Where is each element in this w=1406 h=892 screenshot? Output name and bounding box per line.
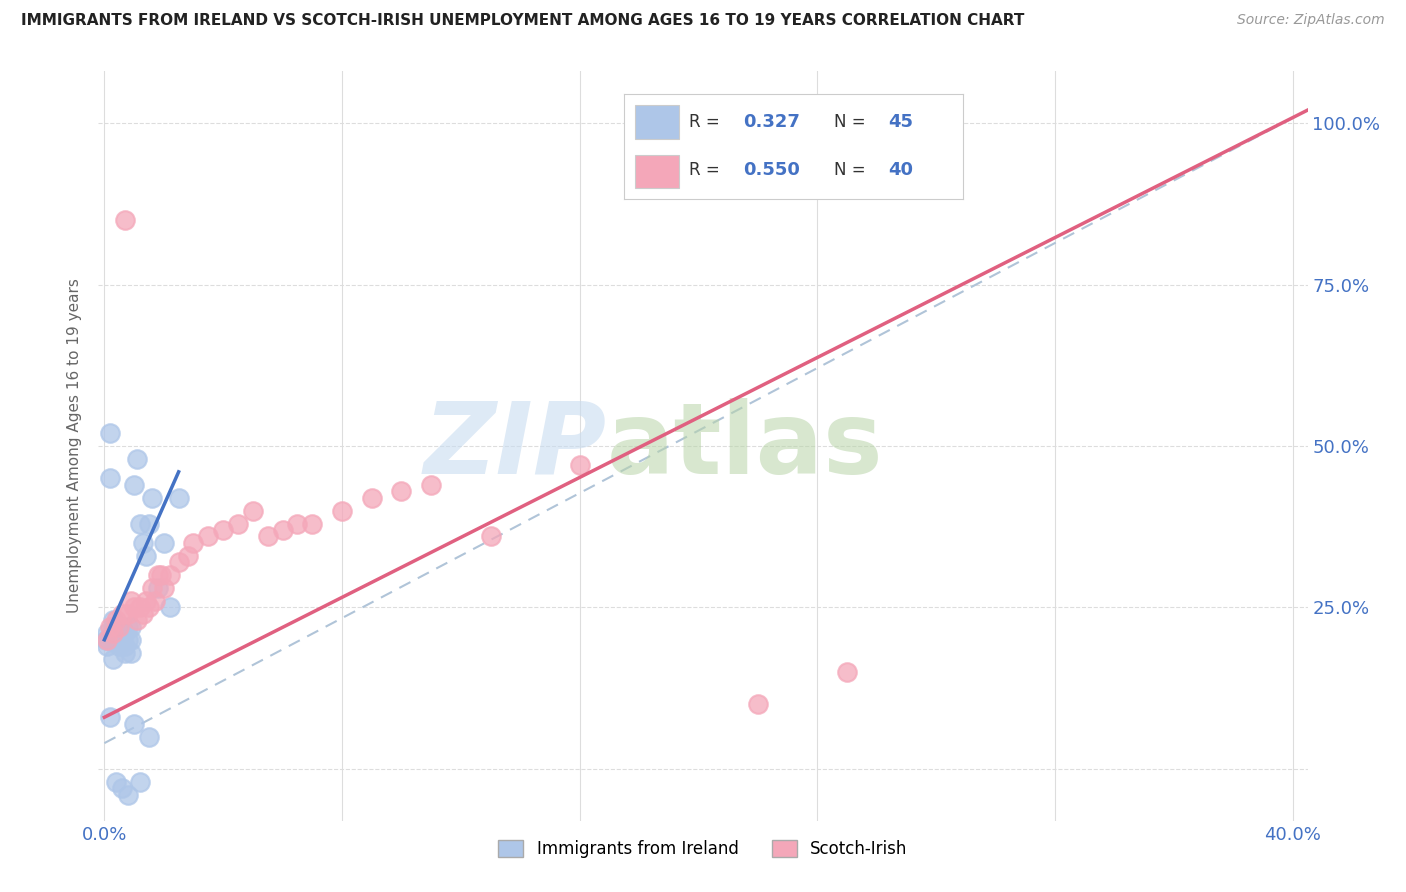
Point bbox=[108, 620, 131, 634]
Point bbox=[301, 516, 323, 531]
Point bbox=[183, 536, 205, 550]
Text: Source: ZipAtlas.com: Source: ZipAtlas.com bbox=[1237, 13, 1385, 28]
Point bbox=[98, 471, 121, 485]
Point bbox=[114, 639, 136, 653]
Point bbox=[114, 213, 136, 227]
Point bbox=[108, 626, 131, 640]
Point bbox=[129, 600, 152, 615]
Point bbox=[96, 626, 118, 640]
Point bbox=[132, 607, 155, 621]
Point bbox=[122, 477, 145, 491]
Point bbox=[117, 632, 139, 647]
Point bbox=[287, 516, 309, 531]
Point bbox=[105, 620, 128, 634]
Point bbox=[152, 581, 174, 595]
Point bbox=[360, 491, 382, 505]
Point bbox=[159, 568, 181, 582]
Point bbox=[125, 614, 148, 628]
Point bbox=[152, 536, 174, 550]
Point bbox=[146, 581, 169, 595]
Point bbox=[108, 620, 131, 634]
Point bbox=[420, 477, 443, 491]
Point bbox=[111, 626, 134, 640]
Point bbox=[103, 620, 125, 634]
Point bbox=[747, 698, 769, 712]
Point bbox=[103, 652, 125, 666]
Point bbox=[111, 607, 134, 621]
Point bbox=[105, 632, 128, 647]
Point bbox=[120, 646, 142, 660]
Point bbox=[138, 600, 160, 615]
Point bbox=[197, 529, 219, 543]
Point bbox=[96, 632, 118, 647]
Point bbox=[111, 632, 134, 647]
Point bbox=[117, 620, 139, 634]
Point bbox=[391, 484, 413, 499]
Point bbox=[568, 458, 591, 473]
Point bbox=[143, 594, 166, 608]
Point bbox=[141, 581, 163, 595]
Point bbox=[120, 620, 142, 634]
Point bbox=[146, 568, 169, 582]
Y-axis label: Unemployment Among Ages 16 to 19 years: Unemployment Among Ages 16 to 19 years bbox=[67, 278, 83, 614]
Point bbox=[129, 775, 152, 789]
Text: IMMIGRANTS FROM IRELAND VS SCOTCH-IRISH UNEMPLOYMENT AMONG AGES 16 TO 19 YEARS C: IMMIGRANTS FROM IRELAND VS SCOTCH-IRISH … bbox=[21, 13, 1025, 29]
Point bbox=[98, 620, 121, 634]
Point bbox=[132, 536, 155, 550]
Point bbox=[271, 523, 294, 537]
Point bbox=[98, 710, 121, 724]
Point bbox=[256, 529, 278, 543]
Point bbox=[97, 632, 120, 647]
Point bbox=[103, 614, 125, 628]
Point bbox=[105, 614, 128, 628]
Point bbox=[103, 632, 125, 647]
Point bbox=[242, 503, 264, 517]
Point bbox=[167, 555, 190, 569]
Point bbox=[129, 516, 152, 531]
Point bbox=[176, 549, 198, 563]
Point bbox=[479, 529, 502, 543]
Point bbox=[96, 639, 118, 653]
Point bbox=[141, 491, 163, 505]
Point bbox=[149, 568, 172, 582]
Point bbox=[111, 620, 134, 634]
Point bbox=[835, 665, 858, 679]
Point bbox=[125, 451, 148, 466]
Point bbox=[94, 632, 117, 647]
Point bbox=[105, 775, 128, 789]
Point bbox=[138, 730, 160, 744]
Point bbox=[226, 516, 249, 531]
Point bbox=[212, 523, 235, 537]
Point bbox=[120, 632, 142, 647]
Point bbox=[159, 600, 181, 615]
Point bbox=[330, 503, 353, 517]
Point bbox=[114, 626, 136, 640]
Point bbox=[117, 788, 139, 802]
Point bbox=[135, 594, 157, 608]
Text: ZIP: ZIP bbox=[423, 398, 606, 494]
Point bbox=[138, 516, 160, 531]
Point bbox=[98, 426, 121, 441]
Point bbox=[122, 600, 145, 615]
Point bbox=[117, 607, 139, 621]
Point bbox=[108, 639, 131, 653]
Legend: Immigrants from Ireland, Scotch-Irish: Immigrants from Ireland, Scotch-Irish bbox=[492, 833, 914, 864]
Point bbox=[111, 781, 134, 796]
Point bbox=[120, 594, 142, 608]
Point bbox=[167, 491, 190, 505]
Point bbox=[114, 646, 136, 660]
Point bbox=[135, 549, 157, 563]
Point bbox=[103, 626, 125, 640]
Text: atlas: atlas bbox=[606, 398, 883, 494]
Point bbox=[122, 716, 145, 731]
Point bbox=[105, 626, 128, 640]
